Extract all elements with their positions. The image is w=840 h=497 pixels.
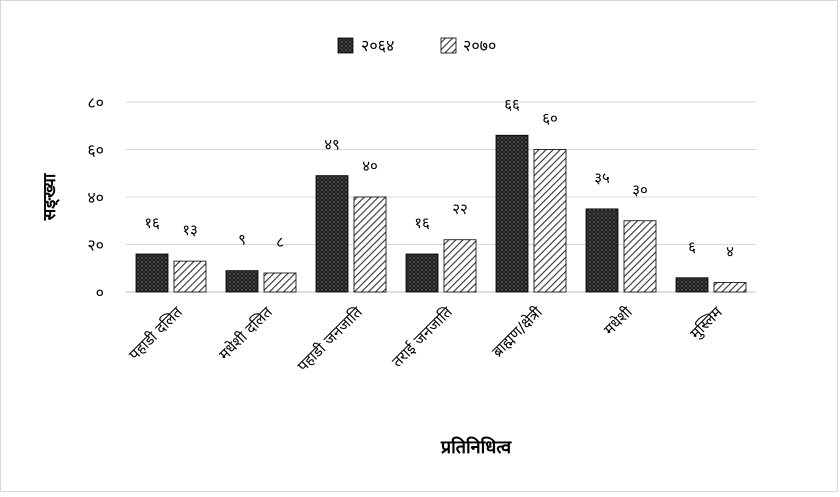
data-label: ६ <box>688 238 696 256</box>
bars <box>135 134 747 293</box>
x-tick-label: मुस्लिम <box>686 302 727 343</box>
bar-2064 <box>135 253 169 293</box>
data-label: ८ <box>276 233 284 251</box>
legend: २०६४ २०७० <box>337 36 496 55</box>
bar-2064 <box>405 253 439 293</box>
x-tick-labels: पहाडी दलित मधेशी दलित पहाडी जनजाति तराई जनज… <box>125 302 727 375</box>
data-label: ४९ <box>324 136 340 154</box>
y-tick-labels: ० २० ४० ६० ८० <box>87 93 104 302</box>
data-label: १६ <box>144 214 160 232</box>
bar-2070 <box>353 196 387 293</box>
data-label: १३ <box>182 221 198 239</box>
bar-2064 <box>585 208 619 293</box>
y-tick-label: ८० <box>87 93 104 112</box>
legend-swatch-2064 <box>337 37 354 54</box>
data-label: ६६ <box>504 95 520 113</box>
x-tick-label: तराई जनजाति <box>388 303 456 371</box>
bar-2070 <box>533 149 567 293</box>
data-label: २२ <box>452 200 468 218</box>
bar-2064 <box>495 134 529 293</box>
gridlines <box>126 101 756 293</box>
x-axis-title: प्रतिनिधित्व <box>440 436 512 458</box>
data-label: ९ <box>238 231 246 249</box>
x-tick-label: मधेशी दलित <box>215 303 276 364</box>
data-label: ३५ <box>594 169 610 187</box>
data-label: ६० <box>542 110 558 128</box>
bar-2064 <box>225 270 259 293</box>
bar-2064 <box>675 277 709 293</box>
bar-2070 <box>173 260 207 293</box>
bar-2064 <box>315 175 349 293</box>
bar-2070 <box>443 239 477 293</box>
y-tick-label: ० <box>96 283 104 302</box>
data-labels: १६ १३ ९ ८ ४९ ४० १६ २२ ६६ ६० ३५ ३० ६ ४ <box>144 95 734 260</box>
legend-swatch-2070 <box>440 37 457 54</box>
data-label: १६ <box>414 214 430 232</box>
data-label: ४ <box>726 243 734 261</box>
x-tick-label: पहाडी दलित <box>125 303 186 364</box>
y-tick-label: ४० <box>87 188 104 207</box>
x-tick-label: मधेशी <box>600 302 636 338</box>
y-tick-label: ६० <box>87 141 104 160</box>
bar-2070 <box>263 272 297 293</box>
legend-label-2064: २०६४ <box>361 36 394 55</box>
data-label: ३० <box>632 181 648 199</box>
x-tick-label: पहाडी जनजाति <box>294 303 366 375</box>
y-axis-title: सङ्ख्या <box>40 173 60 221</box>
x-tick-label: ब्राह्मण/क्षेत्री <box>488 302 546 360</box>
bar-2070 <box>713 282 747 293</box>
bar-2070 <box>623 220 657 293</box>
legend-label-2070: २०७० <box>463 36 496 55</box>
data-label: ४० <box>362 157 378 175</box>
y-tick-label: २० <box>87 236 104 255</box>
